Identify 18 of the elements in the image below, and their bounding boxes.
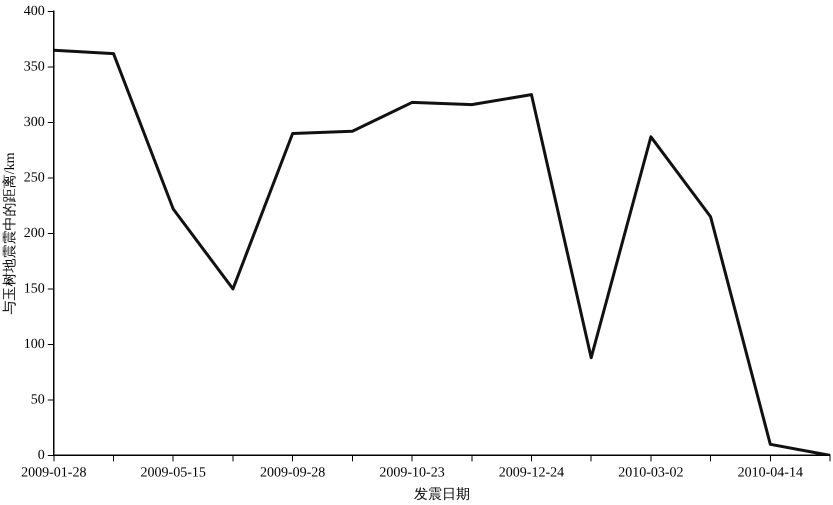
x-tick-label: 2009-09-28	[260, 465, 326, 480]
x-tick-label: 2009-12-24	[498, 465, 564, 480]
y-tick-label: 400	[24, 4, 45, 20]
y-tick-label: 50	[30, 392, 45, 408]
y-tick-label: 0	[38, 448, 45, 464]
x-axis-title: 发震日期	[414, 486, 470, 502]
x-tick-label: 2009-01-28	[21, 465, 86, 480]
x-tick-label: 2009-10-23	[379, 465, 445, 480]
y-tick-label: 200	[24, 226, 45, 242]
y-tick-label: 350	[24, 60, 45, 75]
y-tick-label: 300	[24, 115, 45, 130]
y-tick-label: 250	[24, 170, 45, 186]
x-tick-label: 2010-03-02	[618, 465, 684, 480]
y-axis-title: 与玉树地震震中的距离/km	[2, 152, 18, 314]
y-tick-label: 150	[24, 282, 45, 297]
x-tick-label: 2009-05-15	[140, 465, 206, 480]
y-tick-label: 100	[24, 337, 45, 352]
x-tick-label: 2010-04-14	[738, 465, 803, 480]
